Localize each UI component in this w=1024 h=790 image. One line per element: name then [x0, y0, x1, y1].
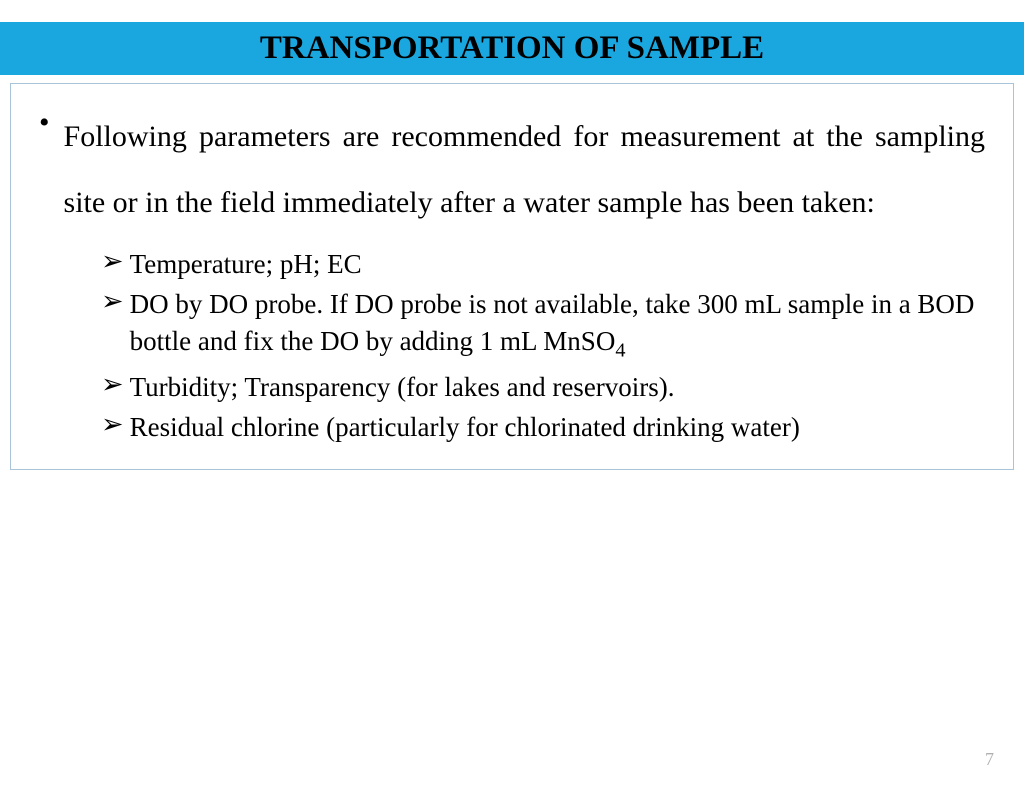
arrow-icon: ➢ [101, 246, 124, 277]
sub-bullet-text: DO by DO probe. If DO probe is not avail… [130, 286, 985, 364]
main-bullet-item: • Following parameters are recommended f… [39, 104, 985, 236]
main-bullet-text: Following parameters are recommended for… [64, 104, 985, 236]
page-number: 7 [985, 749, 994, 770]
arrow-icon: ➢ [101, 286, 124, 317]
sub-bullet-text: Temperature; pH; EC [130, 246, 985, 282]
bullet-marker: • [39, 106, 50, 140]
sub-bullet-list: ➢ Temperature; pH; EC ➢ DO by DO probe. … [101, 246, 985, 445]
slide-title-bar: TRANSPORTATION OF SAMPLE [0, 22, 1024, 75]
sub-bullet-text: Turbidity; Transparency (for lakes and r… [130, 369, 985, 405]
arrow-icon: ➢ [101, 369, 124, 400]
sub-bullet-item: ➢ Residual chlorine (particularly for ch… [101, 409, 985, 445]
sub-bullet-text: Residual chlorine (particularly for chlo… [130, 409, 985, 445]
sub-bullet-item: ➢ DO by DO probe. If DO probe is not ava… [101, 286, 985, 364]
arrow-icon: ➢ [101, 409, 124, 440]
sub-bullet-item: ➢ Turbidity; Transparency (for lakes and… [101, 369, 985, 405]
sub-bullet-item: ➢ Temperature; pH; EC [101, 246, 985, 282]
content-box: • Following parameters are recommended f… [10, 83, 1014, 470]
